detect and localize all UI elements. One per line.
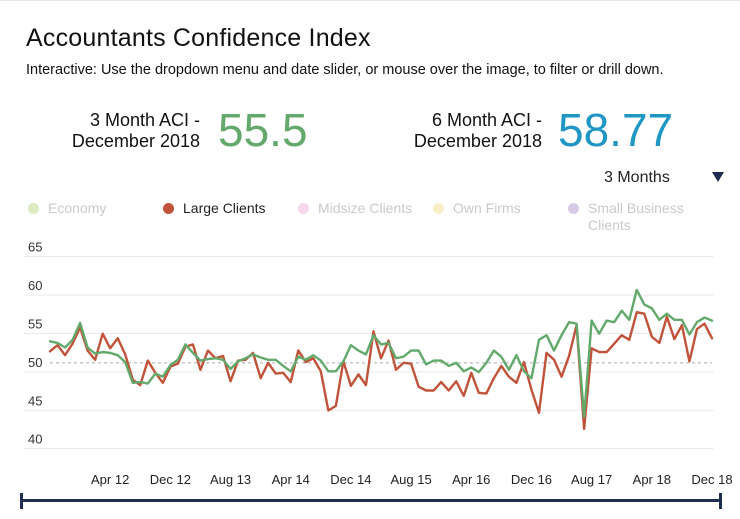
legend-label: Large Clients (183, 200, 266, 216)
x-tick-label: Aug 15 (390, 472, 431, 487)
kpi-3-month-label: 3 Month ACI - December 2018 (40, 110, 200, 152)
y-tick-label: 50 (28, 355, 42, 370)
kpi-6-month-label: 6 Month ACI - December 2018 (380, 110, 542, 152)
legend-label: Midsize Clients (318, 200, 413, 216)
kpi-3-month-label-line1: 3 Month ACI - (89, 110, 200, 130)
page-title: Accountants Confidence Index (26, 24, 371, 52)
x-tick-label: Aug 17 (571, 472, 612, 487)
y-tick-label: 55 (28, 316, 42, 331)
kpi-6-month-label-line2: December 2018 (413, 131, 542, 151)
date-range-slider[interactable] (20, 493, 722, 511)
x-tick-label: Aug 13 (210, 472, 251, 487)
legend-label: Small Business Clients (588, 200, 684, 233)
kpi-6-month-value: 58.77 (558, 104, 674, 156)
y-tick-label: 60 (28, 278, 42, 293)
legend-label: Economy (48, 200, 107, 216)
slider-track (20, 499, 722, 502)
slider-end-handle[interactable] (719, 493, 722, 509)
legend-dot-icon (568, 203, 579, 214)
x-tick-label: Apr 16 (452, 472, 490, 487)
kpi-3-month-value: 55.5 (218, 104, 308, 156)
chevron-down-icon (712, 172, 724, 182)
y-tick-label: 45 (28, 393, 42, 408)
legend-dot-icon (28, 203, 39, 214)
legend-dot-icon (163, 203, 174, 214)
x-tick-label: Dec 16 (511, 472, 552, 487)
kpi-3-month-label-line2: December 2018 (71, 131, 200, 151)
slider-start-handle[interactable] (20, 493, 23, 509)
x-tick-label: Dec 14 (330, 472, 371, 487)
legend-dot-icon (298, 203, 309, 214)
series-line-3-month-aci (48, 288, 714, 418)
legend-dot-icon (433, 203, 444, 214)
x-tick-label: Dec 18 (691, 472, 732, 487)
y-tick-label: 65 (28, 240, 42, 255)
period-dropdown-value: 3 Months (604, 169, 670, 186)
series-line-large-clients (48, 310, 714, 431)
x-tick-label: Apr 18 (633, 472, 671, 487)
legend-label: Own Firms (453, 200, 521, 216)
kpi-6-month-label-line1: 6 Month ACI - (431, 110, 542, 130)
x-tick-label: Apr 14 (272, 472, 310, 487)
period-dropdown[interactable]: 3 Months (604, 168, 728, 190)
y-tick-label: 40 (28, 432, 42, 447)
instructions-text: Interactive: Use the dropdown menu and d… (26, 62, 664, 78)
x-tick-label: Dec 12 (150, 472, 191, 487)
top-divider (0, 0, 740, 1)
x-tick-label: Apr 12 (91, 472, 129, 487)
